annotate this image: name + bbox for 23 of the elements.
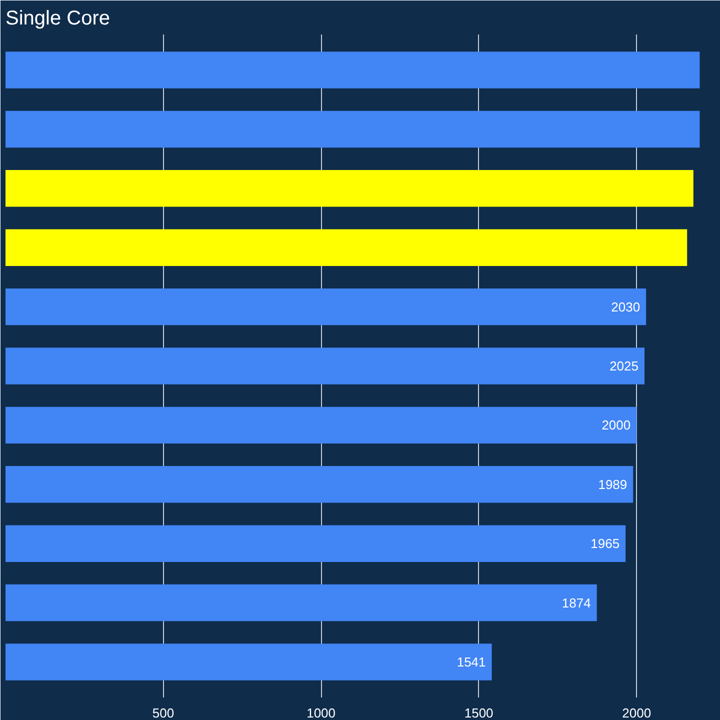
data-label: 2025 <box>610 358 638 374</box>
data-label: 1874 <box>562 595 591 610</box>
bar <box>6 406 637 444</box>
bar <box>6 525 626 562</box>
data-label: 1989 <box>598 476 628 492</box>
x-tick-label: 1500 <box>464 706 494 720</box>
bar <box>6 466 634 503</box>
data-label: 1541 <box>456 654 486 670</box>
chart-title: Single Core <box>6 8 110 30</box>
data-label: 2000 <box>602 418 631 433</box>
data-label: 2030 <box>611 299 640 314</box>
x-tick-label: 2000 <box>622 706 652 720</box>
bar <box>6 110 700 148</box>
bar <box>6 229 688 266</box>
bar <box>6 52 700 88</box>
bar <box>6 644 492 680</box>
x-tick-label: 1000 <box>306 706 336 720</box>
bar <box>6 584 597 622</box>
data-label: 1965 <box>590 536 620 552</box>
bar <box>6 170 694 207</box>
x-tick-label: 500 <box>152 706 174 720</box>
bar <box>6 348 644 384</box>
bar <box>6 288 646 326</box>
